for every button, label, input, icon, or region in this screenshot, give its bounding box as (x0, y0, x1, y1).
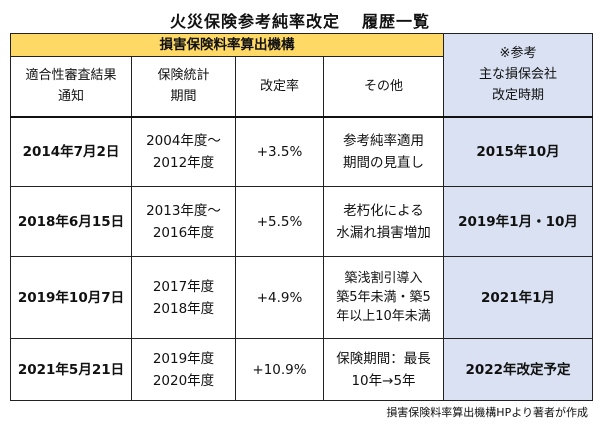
company-revision-timing: 2022年改定予定 (443, 338, 593, 401)
other-line: 老朽化による (343, 202, 424, 219)
other-note: 保険期間：最長 10年→5年 (323, 338, 444, 401)
source-note: 損害保険料率算出機構HPより著者が作成 (386, 406, 588, 419)
company-revision-timing: 2021年1月 (443, 256, 593, 339)
other-note: 築浅割引導入 築5年未満・築5 年以上10年未満 (323, 256, 444, 339)
title-sub: 履歴一覧 (362, 12, 431, 31)
period-line1: 2004年度～ (146, 132, 221, 149)
statistics-period: 2019年度 2020年度 (131, 338, 236, 401)
other-note: 参考純率適用 期間の見直し (323, 115, 444, 187)
other-line: 保険期間：最長 (336, 350, 431, 367)
period-line1: 2019年度 (152, 350, 215, 367)
statistics-period: 2017年度 2018年度 (131, 256, 236, 339)
period-line1: 2013年度～ (146, 202, 221, 219)
company-revision-timing: 2015年10月 (443, 115, 593, 187)
col2-line1: 保険統計 (157, 68, 210, 84)
other-line: 築浅割引導入 (344, 271, 423, 286)
period-line2: 2018年度 (152, 300, 215, 317)
col2-line2: 期間 (170, 89, 197, 105)
statistics-period: 2013年度～ 2016年度 (131, 186, 236, 257)
col-header-period: 保険統計 期間 (131, 56, 236, 117)
revision-rate: +3.5% (235, 115, 324, 187)
period-line1: 2017年度 (152, 278, 215, 295)
other-note: 老朽化による 水漏れ損害増加 (323, 186, 444, 257)
table-row: 2019年10月7日 2017年度 2018年度 +4.9% 築浅割引導入 築5… (10, 256, 593, 339)
period-line2: 2016年度 (152, 224, 215, 241)
title-main: 火災保険参考純率改定 (169, 12, 340, 31)
header-row-columns: 適合性審査結果 通知 保険統計 期間 改定率 その他 (10, 56, 593, 117)
ref-header-line1: 主な損保会社 (478, 67, 557, 83)
other-line: 期間の見直し (343, 154, 424, 171)
col1-line1: 適合性審査結果 (25, 68, 117, 84)
notification-date: 2019年10月7日 (10, 256, 132, 339)
table-row: 2018年6月15日 2013年度～ 2016年度 +5.5% 老朽化による 水… (10, 186, 593, 257)
table-row: 2014年7月2日 2004年度～ 2012年度 +3.5% 参考純率適用 期間… (10, 115, 593, 187)
table-row: 2021年5月21日 2019年度 2020年度 +10.9% 保険期間：最長 … (10, 338, 593, 401)
revision-history-table: 損害保険料率算出機構 ※参考 主な損保会社 改定時期 適合性審査結果 通知 保険… (10, 33, 593, 401)
other-line: 築5年未満・築5 (336, 290, 431, 305)
col-header-rate: 改定率 (235, 56, 324, 117)
notification-date: 2014年7月2日 (10, 115, 132, 187)
revision-rate: +5.5% (235, 186, 324, 257)
company-revision-timing: 2019年1月・10月 (443, 186, 593, 257)
period-line2: 2012年度 (152, 154, 215, 171)
other-line: 年以上10年未満 (336, 309, 431, 324)
other-line: 参考純率適用 (343, 132, 424, 149)
notification-date: 2021年5月21日 (10, 338, 132, 401)
ref-mark: ※参考 (499, 46, 537, 62)
col1-line2: 通知 (57, 89, 84, 105)
col-header-other: その他 (323, 56, 444, 117)
ref-header-line2: 改定時期 (491, 88, 544, 104)
other-line: 水漏れ損害増加 (336, 224, 431, 241)
other-line: 10年→5年 (351, 372, 416, 389)
revision-rate: +4.9% (235, 256, 324, 339)
period-line2: 2020年度 (152, 372, 215, 389)
statistics-period: 2004年度～ 2012年度 (131, 115, 236, 187)
col-header-notification: 適合性審査結果 通知 (10, 56, 132, 117)
org-header-cell: 損害保険料率算出機構 (10, 33, 444, 57)
revision-rate: +10.9% (235, 338, 324, 401)
page-title: 火災保険参考純率改定 履歴一覧 (0, 8, 600, 32)
header-row-org: 損害保険料率算出機構 ※参考 主な損保会社 改定時期 (10, 33, 593, 117)
notification-date: 2018年6月15日 (10, 186, 132, 257)
ref-header-cell: ※参考 主な損保会社 改定時期 (443, 33, 593, 117)
